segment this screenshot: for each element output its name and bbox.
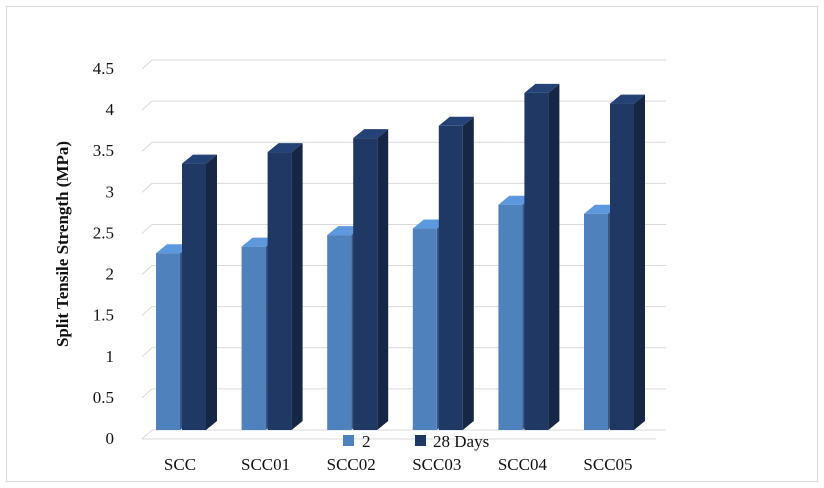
- bar-side: [292, 143, 303, 430]
- legend-swatch: [343, 435, 354, 446]
- y-tick-label: 4.5: [93, 59, 114, 78]
- y-axis-label: Split Tensile Strength (MPa): [53, 141, 72, 347]
- bar-scc04-1: [524, 84, 559, 430]
- bar-side: [377, 129, 388, 430]
- gridline-diag: [142, 307, 152, 316]
- bar-scc-1: [182, 155, 217, 430]
- x-tick-label: SCC: [164, 455, 196, 474]
- y-tick-label: 2.5: [93, 223, 114, 242]
- x-tick-label: SCC05: [583, 455, 632, 474]
- bar-scc01-1: [268, 143, 303, 430]
- bar-scc02-1: [353, 129, 388, 430]
- gridline-diag: [142, 60, 152, 69]
- bars: [156, 84, 645, 430]
- y-tick-labels: 0 0.5 1 1.5 2 2.5 3 3.5 4 4.5: [93, 59, 115, 448]
- y-tick-label: 3: [106, 182, 115, 201]
- gridline-diag: [142, 389, 152, 398]
- x-tick-labels: SCC SCC01 SCC02 SCC03 SCC04 SCC05: [164, 455, 633, 474]
- bar-front: [610, 104, 634, 430]
- gridline-diag: [142, 224, 152, 233]
- bar-side: [548, 84, 559, 430]
- bar-front: [268, 152, 292, 430]
- bar-front: [156, 253, 180, 430]
- gridline-diag: [142, 348, 152, 357]
- gridline-diag: [142, 266, 152, 275]
- gridline-diag: [142, 183, 152, 192]
- bar-side: [634, 95, 645, 430]
- bar-side: [463, 117, 474, 430]
- bar-front: [353, 138, 377, 430]
- x-tick-label: SCC01: [241, 455, 290, 474]
- x-tick-label: SCC04: [498, 455, 548, 474]
- y-tick-label: 1: [106, 347, 115, 366]
- bar-scc05-1: [610, 95, 645, 430]
- x-tick-label: SCC03: [412, 455, 461, 474]
- bar-front: [524, 93, 548, 430]
- legend-item: 2: [343, 432, 371, 451]
- y-tick-label: 0: [106, 429, 115, 448]
- gridline-diag: [142, 430, 152, 439]
- y-tick-label: 0.5: [93, 388, 114, 407]
- y-tick-label: 2: [106, 265, 115, 284]
- legend: 2 28 Days: [343, 432, 489, 451]
- bar-front: [498, 205, 522, 430]
- bar-side: [206, 155, 217, 430]
- x-tick-label: SCC02: [327, 455, 376, 474]
- legend-label: 2: [362, 432, 371, 451]
- legend-label: 28 Days: [433, 432, 489, 451]
- bar-front: [413, 229, 437, 430]
- y-tick-label: 3.5: [93, 141, 114, 160]
- y-tick-label: 4: [106, 100, 115, 119]
- bar-front: [182, 164, 206, 430]
- bar-front: [242, 247, 266, 430]
- bar-front: [439, 126, 463, 430]
- bar-front: [327, 235, 351, 430]
- legend-item: 28 Days: [415, 432, 489, 451]
- y-tick-label: 1.5: [93, 306, 114, 325]
- gridline-diag: [142, 101, 152, 110]
- gridline-diag: [142, 142, 152, 151]
- legend-swatch: [415, 435, 426, 446]
- bar-front: [584, 214, 608, 430]
- bar-scc03-1: [439, 117, 474, 430]
